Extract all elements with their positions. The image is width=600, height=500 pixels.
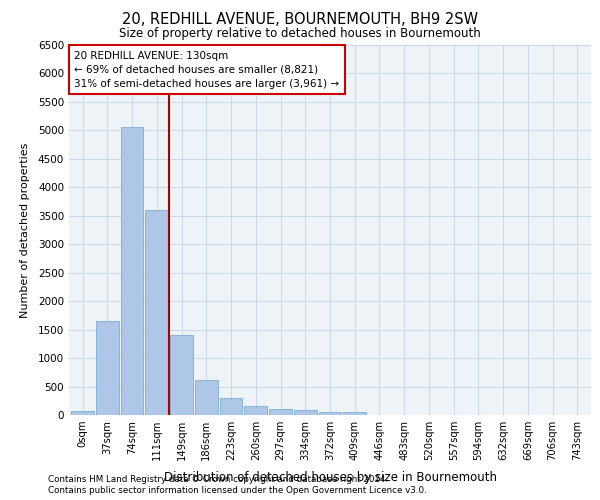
Bar [195, 380, 218, 415]
Bar [121, 127, 143, 415]
Bar [96, 321, 119, 415]
Bar [343, 412, 366, 415]
Bar [294, 410, 317, 415]
Text: 20 REDHILL AVENUE: 130sqm
← 69% of detached houses are smaller (8,821)
31% of se: 20 REDHILL AVENUE: 130sqm ← 69% of detac… [74, 50, 340, 88]
Text: Size of property relative to detached houses in Bournemouth: Size of property relative to detached ho… [119, 28, 481, 40]
Text: Contains public sector information licensed under the Open Government Licence v3: Contains public sector information licen… [48, 486, 427, 495]
Bar [170, 336, 193, 415]
Y-axis label: Number of detached properties: Number of detached properties [20, 142, 29, 318]
Bar [269, 409, 292, 415]
Text: Contains HM Land Registry data © Crown copyright and database right 2024.: Contains HM Land Registry data © Crown c… [48, 475, 388, 484]
Bar [145, 210, 168, 415]
Bar [319, 412, 341, 415]
Bar [71, 410, 94, 415]
Text: 20, REDHILL AVENUE, BOURNEMOUTH, BH9 2SW: 20, REDHILL AVENUE, BOURNEMOUTH, BH9 2SW [122, 12, 478, 28]
Bar [220, 398, 242, 415]
X-axis label: Distribution of detached houses by size in Bournemouth: Distribution of detached houses by size … [163, 472, 497, 484]
Bar [244, 406, 267, 415]
